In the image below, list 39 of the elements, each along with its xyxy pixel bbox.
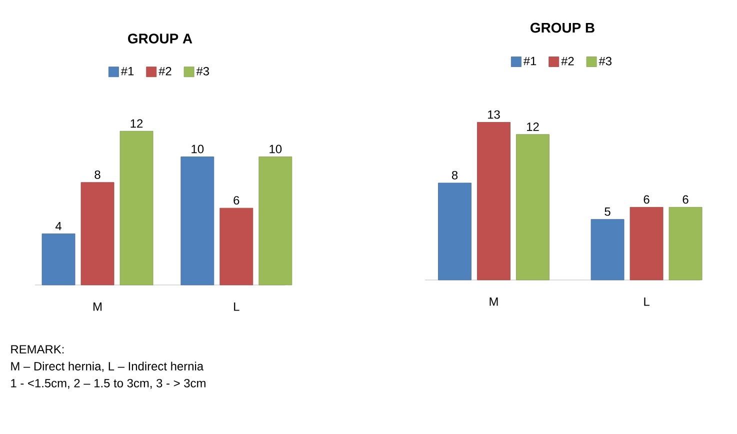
data-label: 5 bbox=[604, 207, 610, 216]
x-tick-label: M bbox=[490, 298, 498, 306]
x-tick-label: M bbox=[94, 302, 102, 311]
chart-title: GROUP B bbox=[530, 22, 594, 33]
text: REMARK: bbox=[11, 345, 64, 354]
bar bbox=[258, 156, 292, 286]
bar bbox=[438, 182, 472, 280]
data-label: 6 bbox=[234, 196, 240, 205]
data-label: 12 bbox=[527, 122, 539, 131]
data-label: 6 bbox=[644, 195, 650, 204]
legend-label: #2 bbox=[158, 66, 172, 76]
data-label: 13 bbox=[488, 110, 500, 119]
chart-title: GROUP A bbox=[128, 34, 192, 44]
text: 1 - <1.5cm, 2 – 1.5 to 3cm, 3 - > 3cm bbox=[11, 378, 206, 389]
data-label: 12 bbox=[130, 119, 143, 128]
bar bbox=[42, 234, 76, 286]
data-label: 10 bbox=[270, 144, 282, 154]
legend-label: #1 bbox=[120, 67, 134, 76]
bar bbox=[668, 207, 702, 280]
x-tick-label: L bbox=[234, 302, 240, 311]
text: M – Direct hernia, L – Indirect hernia bbox=[11, 362, 204, 372]
legend-label: #3 bbox=[598, 56, 612, 66]
bar bbox=[477, 122, 510, 280]
bar bbox=[630, 207, 664, 280]
data-label: 6 bbox=[682, 195, 688, 204]
bar bbox=[180, 156, 214, 286]
bar bbox=[516, 134, 550, 280]
legend-label: #3 bbox=[196, 66, 210, 76]
legend-label: #2 bbox=[561, 56, 574, 66]
x-tick-label: L bbox=[644, 298, 650, 306]
data-label: 10 bbox=[192, 144, 204, 154]
data-label: 4 bbox=[55, 222, 62, 230]
bar bbox=[220, 208, 254, 286]
legend-label: #1 bbox=[523, 56, 536, 66]
bar bbox=[590, 219, 624, 280]
bar bbox=[120, 130, 154, 286]
bar bbox=[80, 182, 114, 286]
data-label: 8 bbox=[94, 170, 100, 179]
data-label: 8 bbox=[452, 170, 458, 180]
